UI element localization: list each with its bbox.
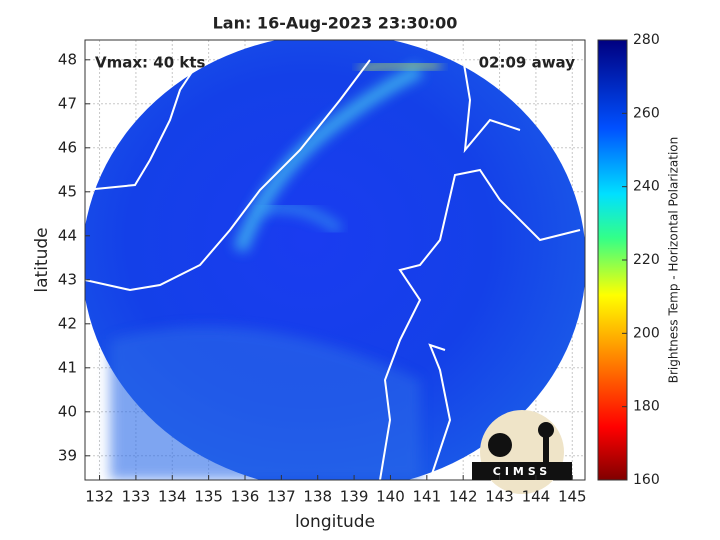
logo-text: CIMSS	[493, 465, 551, 478]
y-tick-label: 39	[58, 446, 77, 464]
colorbar-tick-label: 180	[633, 399, 660, 415]
x-tick-label: 143	[485, 488, 514, 506]
y-tick-label: 43	[58, 270, 77, 288]
title: Lan: 16-Aug-2023 23:30:00	[213, 14, 458, 33]
x-tick-label: 144	[522, 488, 551, 506]
colorbar-tick-label: 280	[633, 32, 660, 48]
y-tick-label: 46	[58, 138, 77, 156]
y-tick-label: 45	[58, 182, 77, 200]
y-axis-label: latitude	[32, 227, 52, 292]
x-tick-label: 141	[412, 488, 441, 506]
x-tick-label: 145	[558, 488, 587, 506]
annotation: 02:09 away	[479, 54, 576, 72]
satellite-image	[85, 40, 585, 480]
colorbar-tick-label: 200	[633, 325, 660, 341]
x-tick-label: 134	[158, 488, 187, 506]
x-tick-label: 132	[85, 488, 114, 506]
y-tick-label: 48	[58, 50, 77, 68]
x-tick-label: 135	[194, 488, 223, 506]
x-tick-label: 133	[122, 488, 151, 506]
y-tick-label: 42	[58, 314, 77, 332]
x-axis-label: longitude	[295, 512, 375, 532]
annotation: Vmax: 40 kts	[95, 54, 205, 72]
plot-frame	[84, 39, 586, 481]
colorbar-tick-label: 260	[633, 105, 660, 121]
x-tick-label: 139	[340, 488, 369, 506]
colorbar-tick-label: 160	[633, 472, 660, 488]
y-tick-label: 41	[58, 358, 77, 376]
colorbar-tick-label: 240	[633, 179, 660, 195]
y-tick-label: 47	[58, 94, 77, 112]
colorbar-label: Brightness Temp - Horizontal Polarizatio…	[667, 137, 681, 384]
y-tick-label: 40	[58, 402, 77, 420]
x-tick-label: 138	[303, 488, 332, 506]
colorbar-tick-label: 220	[633, 252, 660, 268]
logo: CIMSS	[472, 410, 572, 494]
x-tick-label: 142	[449, 488, 478, 506]
y-tick-label: 44	[58, 226, 77, 244]
x-tick-label: 140	[376, 488, 405, 506]
x-tick-label: 136	[231, 488, 260, 506]
x-tick-label: 137	[267, 488, 296, 506]
